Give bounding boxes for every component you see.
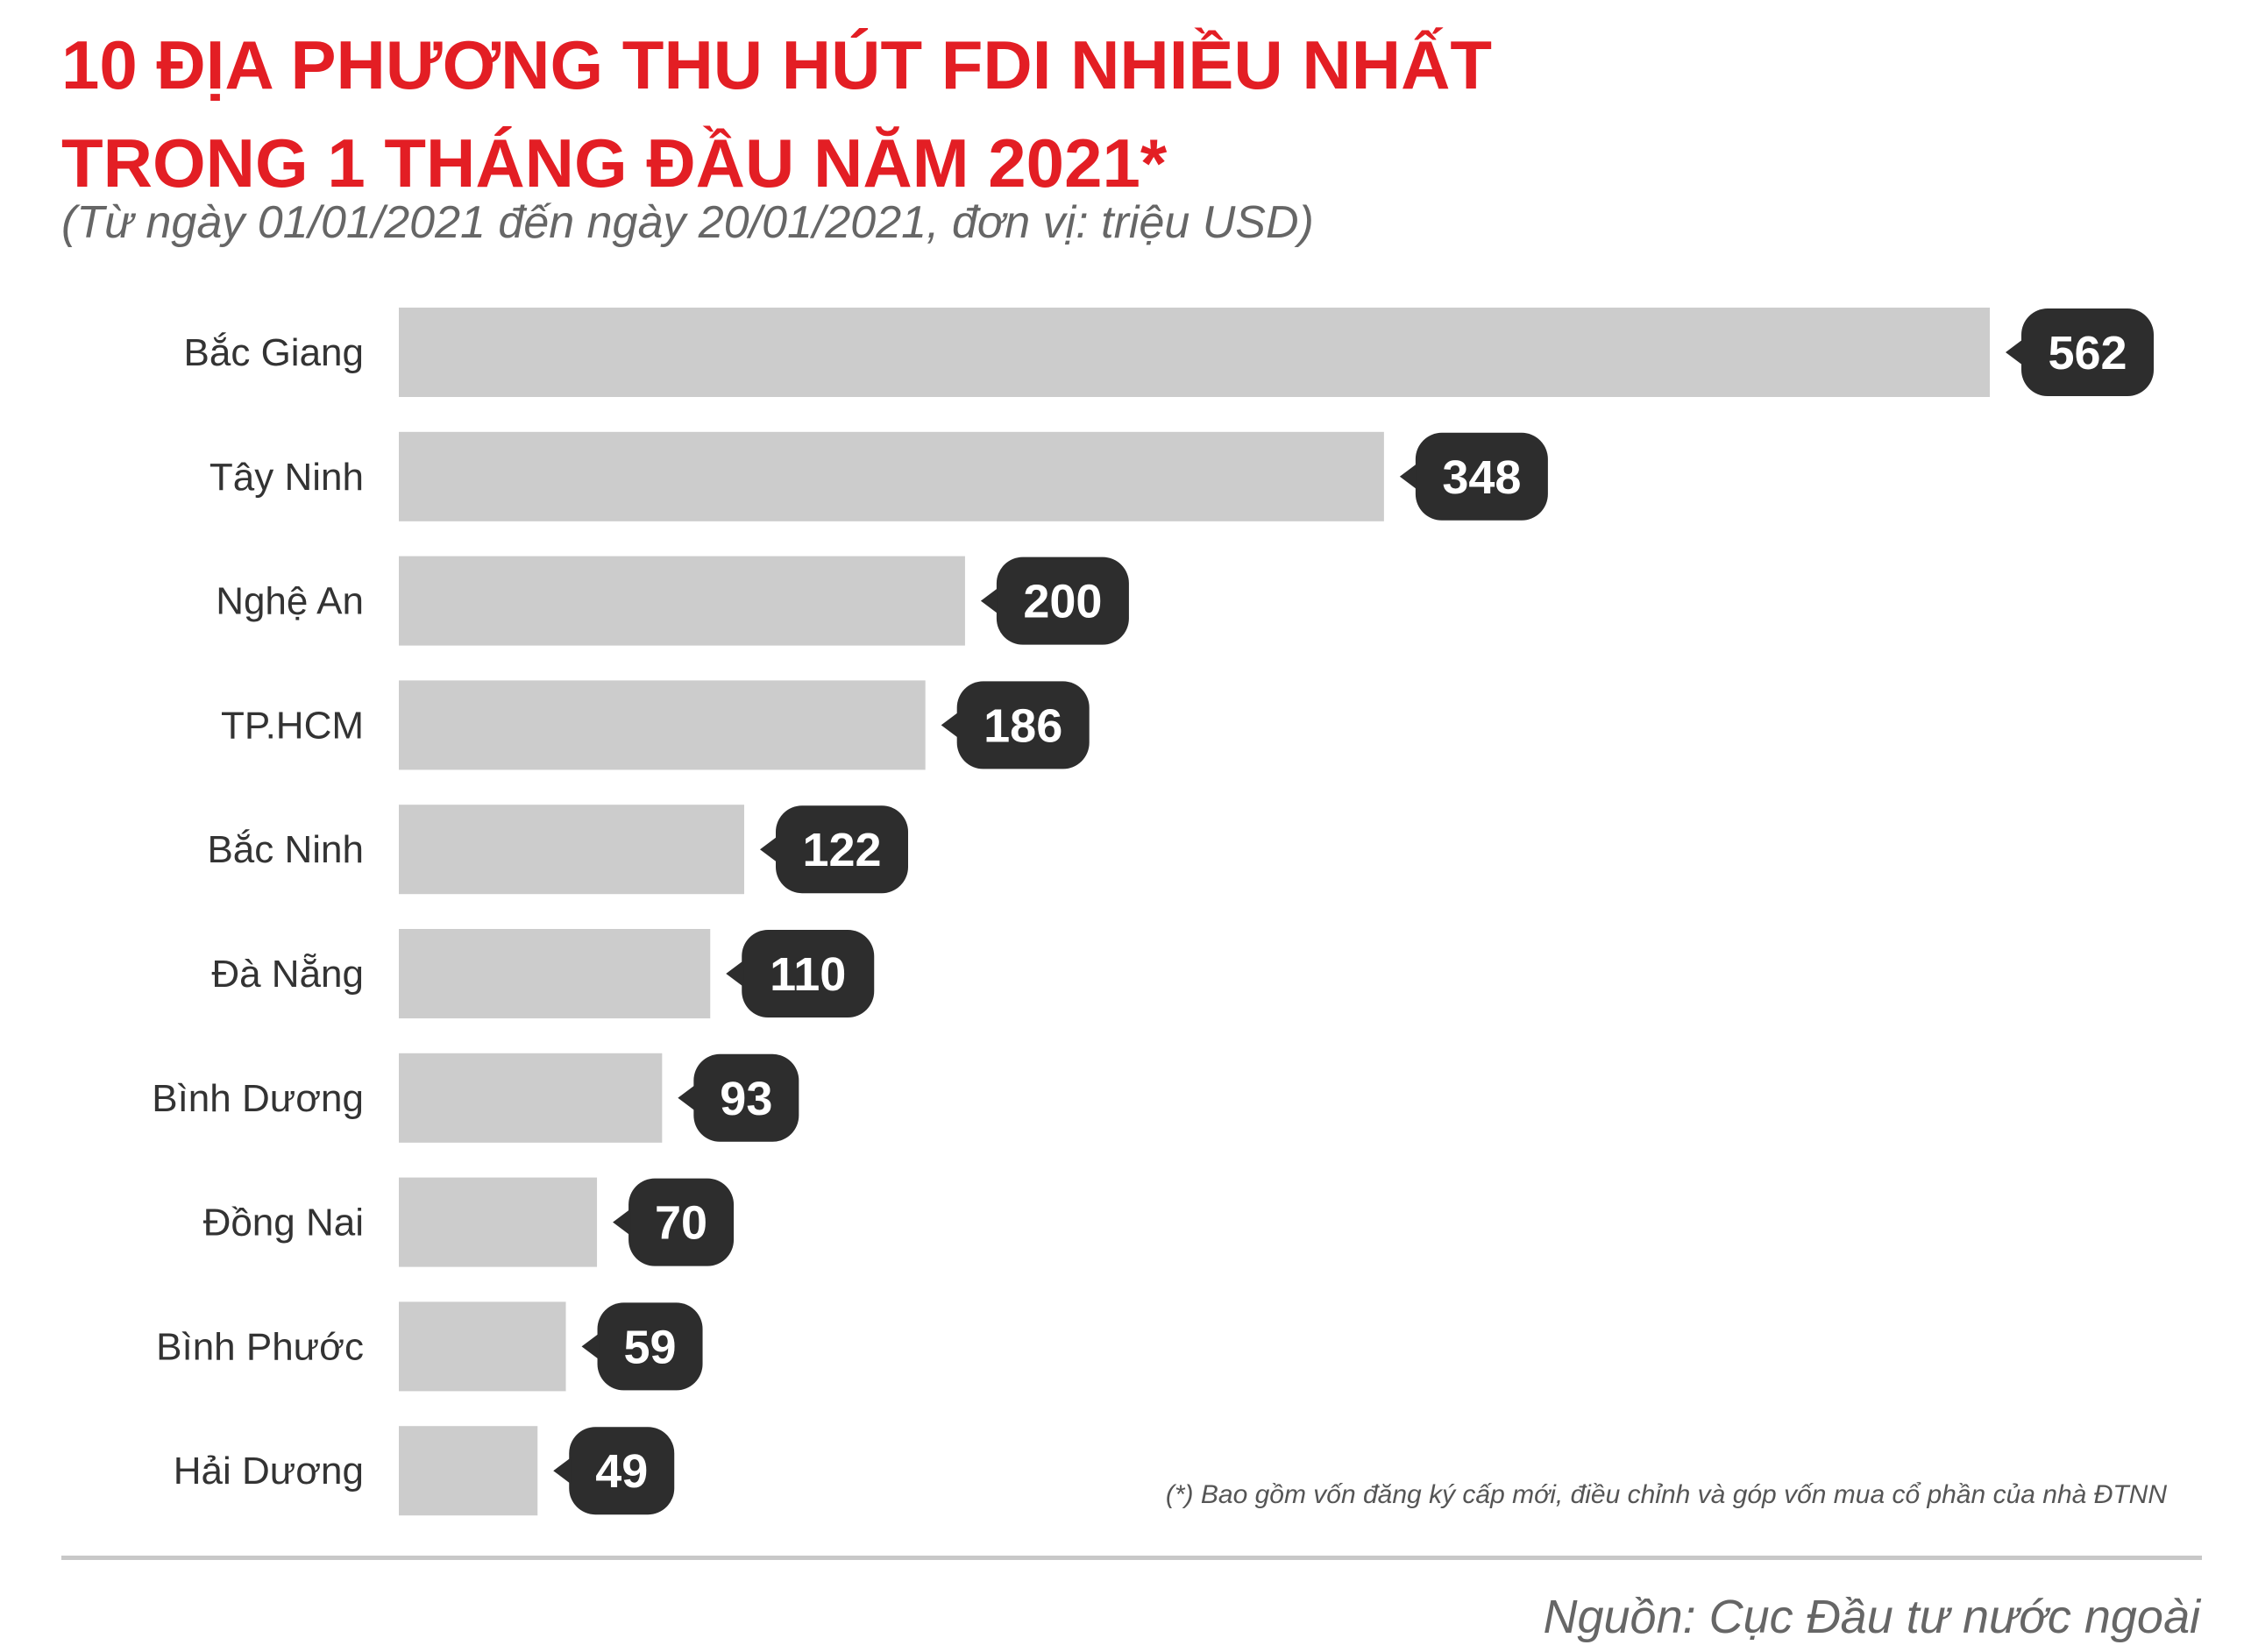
- value-bubble-pointer: [553, 1457, 572, 1485]
- bar-row: Bình Dương 93: [152, 1053, 799, 1143]
- bar-row: Tây Ninh 348: [209, 431, 1548, 521]
- category-label: Bắc Ninh: [207, 828, 364, 871]
- value-bubble: 200: [980, 557, 1129, 645]
- value-label: 200: [1023, 576, 1102, 628]
- value-label: 562: [2048, 327, 2127, 379]
- value-bubble-pointer: [1399, 463, 1417, 490]
- value-bubble: 110: [726, 930, 875, 1017]
- bar: [399, 1177, 598, 1267]
- value-bubble-pointer: [613, 1209, 631, 1236]
- bar: [399, 431, 1384, 521]
- value-bubble: 186: [941, 681, 1090, 769]
- value-bubble-pointer: [678, 1084, 696, 1111]
- value-bubble: 59: [581, 1302, 703, 1391]
- category-label: Tây Ninh: [209, 456, 364, 499]
- value-bubble-pointer: [941, 712, 959, 739]
- value-bubble-body: [693, 1053, 799, 1142]
- category-label: Bắc Giang: [184, 331, 364, 374]
- value-bubble-pointer: [2006, 339, 2023, 365]
- category-label: Bình Phước: [156, 1325, 364, 1368]
- bar: [399, 556, 965, 646]
- category-label: TP.HCM: [221, 704, 364, 747]
- value-bubble-body: [996, 557, 1129, 645]
- chart-title: 10 ĐỊA PHƯƠNG THU HÚT FDI NHIỀU NHẤT TRO…: [61, 16, 2165, 212]
- chart-title-line-1: 10 ĐỊA PHƯƠNG THU HÚT FDI NHIỀU NHẤT: [61, 26, 1493, 103]
- value-label: 122: [802, 824, 881, 876]
- value-label: 70: [655, 1197, 707, 1250]
- value-bubble-body: [776, 805, 909, 894]
- value-bubble: 562: [2006, 308, 2154, 396]
- bar-row: Đà Nẵng 110: [211, 929, 875, 1018]
- value-label: 348: [1442, 451, 1521, 504]
- bar: [399, 1053, 663, 1143]
- value-bubble-body: [2021, 308, 2154, 396]
- value-label: 93: [720, 1073, 772, 1125]
- value-bubble-body: [628, 1178, 735, 1266]
- value-bubble: 122: [760, 805, 909, 894]
- bar-row: Đồng Nai 70: [203, 1177, 735, 1267]
- bar-row: Bình Phước 59: [156, 1301, 703, 1392]
- value-bubble-body: [569, 1427, 675, 1515]
- bar: [399, 680, 926, 770]
- value-bubble-pointer: [760, 836, 778, 863]
- value-bubble: 348: [1399, 432, 1548, 521]
- bar: [399, 308, 1990, 397]
- bar-row: TP.HCM 186: [221, 680, 1090, 770]
- category-label: Hải Dương: [174, 1450, 364, 1492]
- bar: [399, 1301, 566, 1392]
- value-bubble: 93: [678, 1053, 799, 1142]
- bar-row: Nghệ An 200: [216, 556, 1129, 646]
- value-label: 186: [984, 699, 1062, 752]
- bar: [399, 805, 745, 895]
- value-bubble: 49: [553, 1427, 675, 1515]
- category-label: Đồng Nai: [203, 1202, 364, 1244]
- value-bubble-body: [956, 681, 1090, 769]
- value-bubble-body: [742, 930, 875, 1017]
- value-bubble-pointer: [726, 961, 744, 987]
- value-bubble-body: [597, 1302, 703, 1391]
- category-label: Bình Dương: [152, 1077, 364, 1120]
- value-label: 49: [595, 1445, 648, 1498]
- bar: [399, 929, 711, 1018]
- value-bubble: 70: [613, 1178, 735, 1266]
- category-label: Nghệ An: [216, 580, 364, 623]
- chart-title-line-2: TRONG 1 THÁNG ĐẦU NĂM 2021*: [61, 124, 1168, 202]
- value-bubble-body: [1415, 432, 1548, 521]
- value-label: 110: [770, 948, 846, 1001]
- value-bubble-pointer: [581, 1333, 600, 1360]
- footer-divider: [61, 1556, 2202, 1560]
- value-bubble-pointer: [980, 587, 998, 614]
- bar: [399, 1426, 538, 1516]
- bar-row: Bắc Giang 562: [184, 308, 2154, 397]
- chart-subtitle: (Từ ngày 01/01/2021 đến ngày 20/01/2021,…: [61, 197, 1314, 248]
- bar-row: Hải Dương 49: [174, 1426, 675, 1516]
- category-label: Đà Nẵng: [211, 953, 364, 996]
- source-credit: Nguồn: Cục Đầu tư nước ngoài: [1543, 1591, 2201, 1643]
- value-label: 59: [624, 1321, 677, 1373]
- bar-row: Bắc Ninh 122: [207, 805, 909, 895]
- footnote: (*) Bao gồm vốn đăng ký cấp mới, điều ch…: [1165, 1480, 2167, 1509]
